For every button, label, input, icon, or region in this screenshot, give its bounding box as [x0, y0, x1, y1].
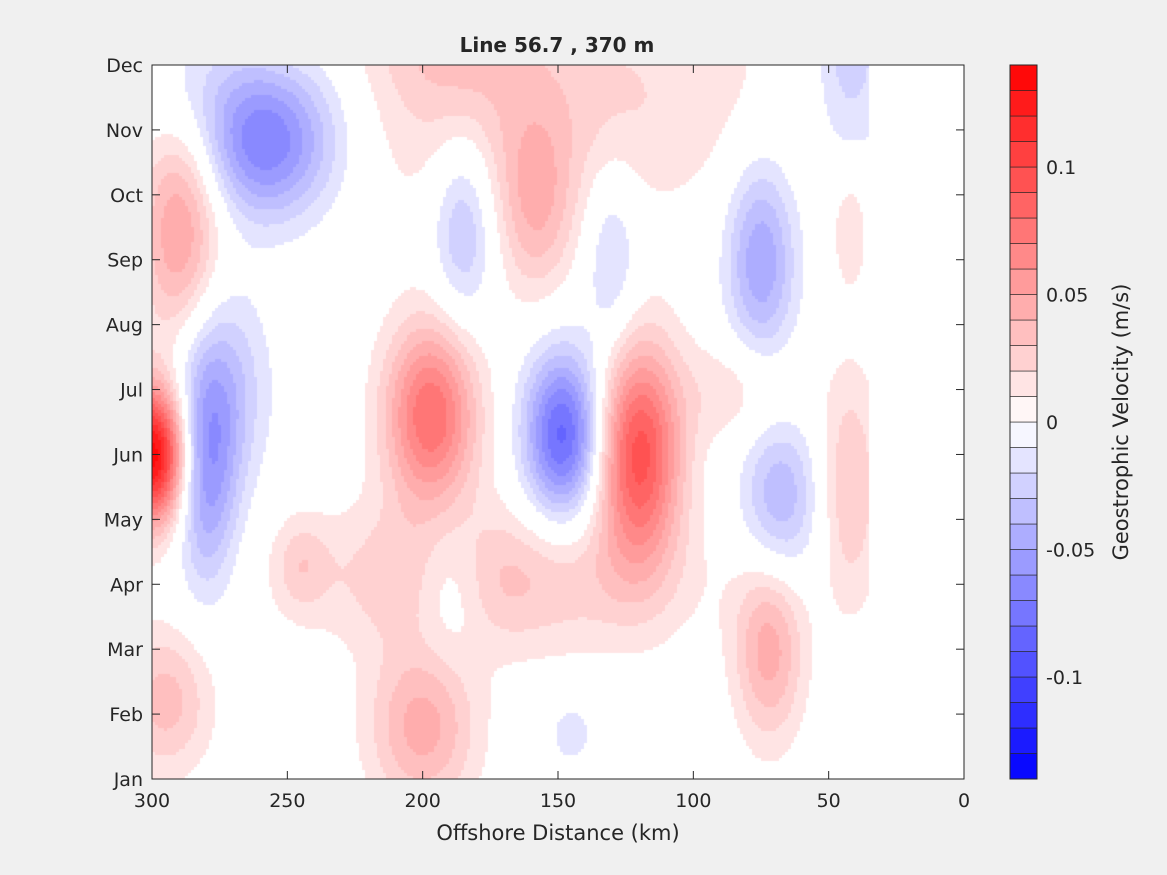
- y-axis: Jan Feb Mar Apr May Jun Jul Aug Sep Oct Nov Dec: [104, 55, 964, 791]
- colorbar-tick-label: -0.05: [1046, 540, 1095, 562]
- y-tick-label: Mar: [107, 639, 143, 661]
- y-tick-label: Apr: [110, 574, 143, 596]
- colorbar-label: Geostrophic Velocity (m/s): [1109, 284, 1133, 561]
- y-tick-label: Nov: [106, 120, 143, 142]
- y-tick-label: Aug: [106, 315, 143, 337]
- colorbar-swatch: [1009, 421, 1038, 448]
- colorbar-swatch: [1009, 396, 1038, 423]
- colorbar-swatch: [1009, 319, 1038, 346]
- colorbar-swatch: [1009, 523, 1038, 550]
- colorbar-swatch: [1009, 268, 1038, 295]
- colorbar-swatch: [1009, 243, 1038, 270]
- x-axis-label: Offshore Distance (km): [436, 821, 679, 845]
- x-tick-label: 150: [540, 790, 576, 812]
- y-tick-label: Dec: [106, 55, 143, 77]
- colorbar-swatch: [1009, 600, 1038, 627]
- colorbar-swatch: [1009, 625, 1038, 652]
- x-axis: 300 250 200 150 100 50 0: [134, 65, 970, 812]
- colorbar-swatch: [1009, 549, 1038, 576]
- y-tick-label: Jul: [119, 380, 143, 402]
- colorbar-swatch: [1009, 192, 1038, 219]
- contour-fill-raster: [152, 65, 964, 779]
- colorbar-tick-label: 0.05: [1046, 285, 1088, 307]
- colorbar-swatch: [1009, 651, 1038, 678]
- colorbar-swatch: [1009, 498, 1038, 525]
- colorbar-swatch: [1009, 90, 1038, 117]
- colorbar-swatch: [1009, 64, 1038, 91]
- x-tick-label: 200: [405, 790, 441, 812]
- chart-title: Line 56.7 , 370 m: [460, 33, 655, 57]
- colorbar-tick-label: 0: [1046, 412, 1058, 434]
- colorbar-swatch: [1009, 294, 1038, 321]
- x-tick-label: 300: [134, 790, 170, 812]
- colorbar-swatch: [1009, 370, 1038, 397]
- contour-field: [152, 65, 964, 779]
- colorbar-swatch: [1009, 166, 1038, 193]
- colorbar-swatch: [1009, 574, 1038, 601]
- y-tick-label: Oct: [110, 185, 143, 207]
- x-tick-label: 250: [269, 790, 305, 812]
- colorbar-frame: [1009, 64, 1038, 780]
- y-tick-label: Sep: [107, 250, 143, 272]
- colorbar-swatch: [1009, 702, 1038, 729]
- colorbar-swatch: [1009, 472, 1038, 499]
- x-tick-label: 0: [958, 790, 970, 812]
- colorbar-tick-label: -0.1: [1046, 667, 1083, 689]
- y-tick-label: May: [104, 509, 143, 531]
- colorbar-swatch: [1009, 217, 1038, 244]
- colorbar: [1009, 64, 1038, 780]
- colorbar-tick-label: 0.1: [1046, 157, 1076, 179]
- x-tick-label: 50: [817, 790, 841, 812]
- y-tick-label: Jan: [113, 769, 143, 791]
- colorbar-ticks: 0.1 0.05 0 -0.05 -0.1: [1046, 157, 1095, 689]
- colorbar-swatch: [1009, 141, 1038, 168]
- colorbar-swatch: [1009, 727, 1038, 754]
- colorbar-swatch: [1009, 676, 1038, 703]
- y-tick-label: Feb: [109, 704, 143, 726]
- x-tick-label: 100: [675, 790, 711, 812]
- y-tick-label: Jun: [112, 444, 143, 466]
- colorbar-swatch: [1009, 753, 1038, 780]
- colorbar-swatch: [1009, 115, 1038, 142]
- colorbar-swatch: [1009, 447, 1038, 474]
- colorbar-swatch: [1009, 345, 1038, 372]
